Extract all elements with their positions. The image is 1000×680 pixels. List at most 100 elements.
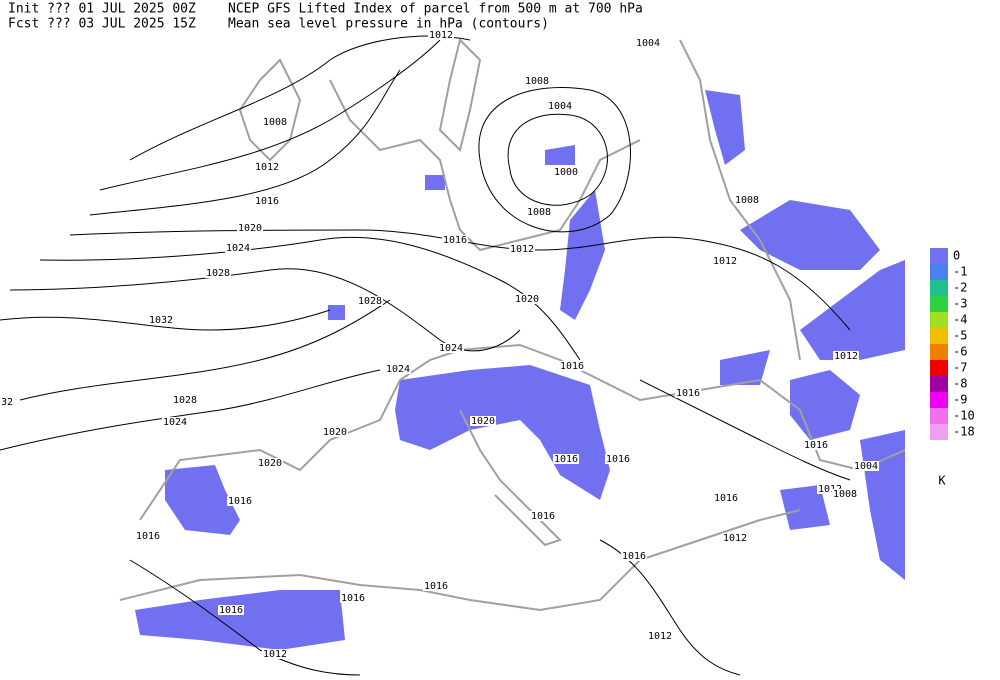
isobar [639, 379, 851, 481]
map-area: 1012 1004 1008 1004 1008 1000 1012 1016 1008 1008… [0, 30, 906, 676]
area [425, 175, 445, 190]
area [800, 260, 905, 360]
isobar [507, 113, 608, 206]
map-subtitle: Mean sea level pressure in hPa (contours… [228, 17, 549, 32]
legend-label: -1 [953, 265, 967, 279]
legend-swatch [930, 392, 948, 408]
contour-label: 1020 [258, 458, 282, 469]
contour-label: 1008 [527, 207, 551, 218]
contour-label-bg [322, 427, 348, 437]
contour-label: 1008 [263, 117, 287, 128]
contour-label-bg [357, 296, 383, 306]
area [560, 190, 605, 320]
isobar [39, 236, 581, 361]
coastline [438, 38, 482, 152]
contour-label: 1016 [804, 440, 828, 451]
contour-label: 1016 [443, 235, 467, 246]
contour-label-bg [675, 388, 701, 398]
legend-label: -2 [953, 281, 967, 295]
contour-label: 1012 [263, 649, 287, 660]
contour-label-bg [205, 268, 231, 278]
area [720, 350, 770, 385]
isobar [0, 369, 381, 451]
contour-label-bg [254, 162, 280, 172]
legend-swatch [930, 376, 948, 392]
contour-label: 1016 [341, 593, 365, 604]
contour-label-bg [135, 531, 161, 541]
contour-label: 1016 [560, 361, 584, 372]
area [165, 465, 240, 535]
legend-label: -5 [953, 329, 967, 343]
contour-label-bg [647, 631, 673, 641]
contour-label: 1016 [676, 388, 700, 399]
contour-labels: 1012 1004 1008 1004 1008 1000 1012 1016 1008 1008… [0, 30, 879, 660]
legend-label: -10 [953, 409, 975, 423]
isobar [19, 299, 391, 401]
isobar [129, 35, 471, 161]
contour-label-bg [262, 117, 288, 127]
contour-label-bg [514, 294, 540, 304]
contour-label-bg [148, 315, 174, 325]
contour-label: 1016 [255, 196, 279, 207]
init-line: Init ??? 01 JUL 2025 00Z [8, 2, 196, 17]
contour-label: 1012 [510, 244, 534, 255]
contour-label: 1028 [206, 268, 230, 279]
isobar [89, 69, 401, 216]
contour-label-bg [833, 351, 859, 361]
contour-label: 1016 [554, 454, 578, 465]
contour-label: 1012 [648, 631, 672, 642]
legend-swatch [930, 248, 948, 264]
contour-label: 1028 [358, 296, 382, 307]
legend-unit: K [938, 474, 946, 488]
contour-label-bg [162, 417, 188, 427]
map-title: NCEP GFS Lifted Index of parcel from 500… [228, 2, 643, 17]
contour-label-bg [340, 593, 366, 603]
area [790, 370, 860, 440]
contour-label: 1012 [255, 162, 279, 173]
contour-label-bg [0, 397, 20, 407]
coastline [679, 39, 801, 361]
contour-label: 1008 [833, 489, 857, 500]
contour-label-bg [547, 101, 573, 111]
area [740, 200, 880, 270]
contour-label: 1020 [515, 294, 539, 305]
contour-label-bg [438, 343, 464, 353]
contour-label: 1012 [723, 533, 747, 544]
contour-label: 1020 [323, 427, 347, 438]
legend-label: -3 [953, 297, 967, 311]
legend-label: -4 [953, 313, 967, 327]
contour-label: 1008 [735, 195, 759, 206]
contour-label: 1016 [136, 531, 160, 542]
contour-label-bg [635, 38, 661, 48]
isobar [0, 309, 331, 331]
contour-label: 1016 [424, 581, 448, 592]
contour-label: 1004 [854, 461, 878, 472]
contour-label: 1016 [714, 493, 738, 504]
contour-label: 1012 [429, 30, 453, 41]
area [328, 305, 345, 320]
area [395, 365, 610, 500]
contour-label-bg [853, 461, 879, 471]
contour-label-bg [621, 551, 647, 561]
contour-label-bg [803, 440, 829, 450]
legend-swatch [930, 344, 948, 360]
contour-label-bg [526, 207, 552, 217]
contour-label: 1024 [163, 417, 187, 428]
legend-label: 0 [953, 249, 960, 263]
contour-label-bg [734, 195, 760, 205]
contour-label: 1012 [834, 351, 858, 362]
contour-label: 1016 [622, 551, 646, 562]
contour-label-bg [257, 458, 283, 468]
contour-label: 1020 [471, 416, 495, 427]
legend: K 0 -1 -2 -3 -4 -5 -6 -7 -8 -9 -10 -18 [930, 248, 975, 488]
legend-swatch [930, 360, 948, 376]
contour-label: 1004 [548, 101, 572, 112]
legend-swatch [930, 312, 948, 328]
contour-label-bg [509, 244, 535, 254]
contour-label-bg [553, 167, 579, 177]
isobar [478, 87, 631, 233]
contour-label-bg [423, 581, 449, 591]
contour-label: 1012 [818, 484, 842, 495]
area [705, 90, 745, 165]
